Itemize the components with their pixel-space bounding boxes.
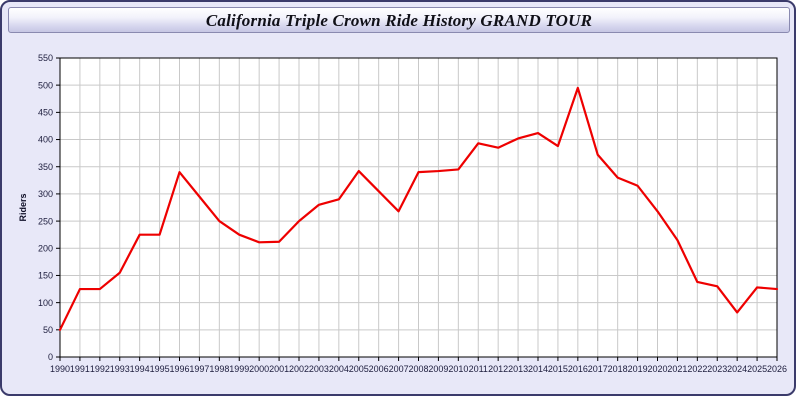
y-axis-label: 0 — [48, 352, 53, 362]
x-axis-label: 2015 — [548, 364, 568, 374]
x-axis-label: 2009 — [428, 364, 448, 374]
x-axis-label: 1992 — [90, 364, 110, 374]
x-axis-label: 2003 — [309, 364, 329, 374]
title-bar: California Triple Crown Ride History GRA… — [8, 7, 790, 33]
x-axis-label: 2004 — [329, 364, 349, 374]
x-axis-label: 1990 — [50, 364, 70, 374]
x-axis-label: 2013 — [508, 364, 528, 374]
x-axis-label: 1991 — [70, 364, 90, 374]
page-title: California Triple Crown Ride History GRA… — [205, 11, 593, 30]
x-axis-label: 2011 — [469, 364, 488, 374]
x-axis-label: 2018 — [608, 364, 628, 374]
y-axis-label: 100 — [38, 298, 53, 308]
x-axis-label: 2005 — [349, 364, 369, 374]
x-axis-label: 2022 — [687, 364, 707, 374]
x-axis-label: 2014 — [528, 364, 548, 374]
x-axis-label: 1994 — [130, 364, 150, 374]
y-axis-label: 500 — [38, 80, 53, 90]
x-axis-label: 1995 — [150, 364, 170, 374]
y-axis-title: Riders — [18, 193, 28, 221]
x-axis-label: 2017 — [588, 364, 608, 374]
x-axis-label: 2021 — [667, 364, 687, 374]
chart-plot-area: 0 50 100 150 200 250 300 350 400 450 500 550 1990 199… — [12, 38, 788, 388]
x-axis-label: 2024 — [727, 364, 747, 374]
x-axis-label: 2016 — [568, 364, 588, 374]
x-axis-label: 2007 — [389, 364, 409, 374]
x-axis-label: 2001 — [269, 364, 289, 374]
x-axis-label: 2000 — [249, 364, 269, 374]
y-axis-label: 400 — [38, 135, 53, 145]
plot-frame — [59, 57, 778, 358]
x-axis-label: 1999 — [229, 364, 249, 374]
x-axis-label: 2002 — [289, 364, 309, 374]
x-axis-label: 2019 — [628, 364, 648, 374]
y-axis-label: 350 — [38, 162, 53, 172]
y-axis-label: 450 — [38, 108, 53, 118]
x-axis-label: 2026 — [767, 364, 787, 374]
x-axis-label: 2010 — [448, 364, 468, 374]
x-axis-label: 2012 — [488, 364, 508, 374]
x-axis-label: 2023 — [707, 364, 727, 374]
x-axis-label: 1996 — [169, 364, 189, 374]
y-axis-label: 150 — [38, 271, 53, 281]
x-axis-label: 1998 — [209, 364, 229, 374]
x-axis-label: 2020 — [647, 364, 667, 374]
y-axis-label: 550 — [38, 53, 53, 63]
y-axis-label: 50 — [43, 325, 53, 335]
y-axis-label: 300 — [38, 189, 53, 199]
x-axis-label: 2006 — [369, 364, 389, 374]
x-axis-label: 1997 — [189, 364, 209, 374]
x-axis-label: 1993 — [110, 364, 130, 374]
x-axis-label: 2008 — [408, 364, 428, 374]
data-series-riders — [58, 86, 779, 331]
y-axis-label: 200 — [38, 243, 53, 253]
x-axis-label: 2025 — [747, 364, 767, 374]
y-axis-label: 250 — [38, 216, 53, 226]
